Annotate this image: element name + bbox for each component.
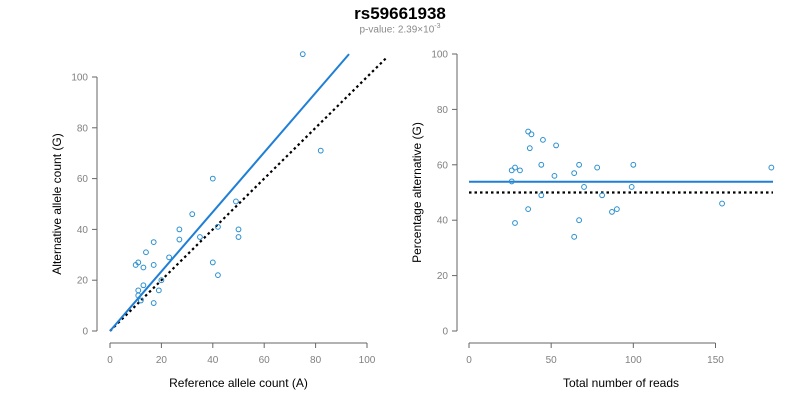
data-point <box>150 239 157 246</box>
data-point <box>528 131 535 138</box>
data-point <box>150 300 157 306</box>
reference-line <box>109 55 389 332</box>
y-tick-label: 100 <box>431 50 448 61</box>
data-point <box>576 161 582 168</box>
data-point <box>215 223 221 230</box>
x-tick-label: 100 <box>359 355 376 366</box>
x-tick-label: 150 <box>707 355 724 366</box>
data-point <box>150 262 157 268</box>
data-point <box>581 184 587 190</box>
data-point <box>140 264 147 271</box>
data-point <box>540 136 546 143</box>
data-point <box>215 272 221 279</box>
x-axis-title: Total number of reads <box>563 376 679 390</box>
data-point <box>158 277 165 284</box>
y-tick-label: 80 <box>437 105 449 116</box>
data-point <box>613 206 620 213</box>
data-point <box>525 128 532 135</box>
y-tick-label: 100 <box>71 73 88 84</box>
x-tick-label: 80 <box>310 355 322 366</box>
page-title: rs59661938 <box>354 4 446 23</box>
data-point <box>209 175 216 182</box>
data-point <box>571 233 578 240</box>
data-point <box>235 226 242 233</box>
x-tick-label: 0 <box>107 355 113 366</box>
data-point <box>525 206 532 213</box>
y-tick-label: 60 <box>77 174 89 185</box>
data-point <box>508 167 515 174</box>
fit-line <box>109 53 350 332</box>
data-point <box>508 178 515 185</box>
data-point <box>628 184 635 190</box>
data-point <box>512 220 518 226</box>
data-point <box>609 208 615 215</box>
data-point <box>594 164 601 171</box>
data-point <box>719 200 725 207</box>
data-point <box>197 234 203 240</box>
data-point <box>553 142 559 149</box>
data-point <box>189 211 196 218</box>
data-point <box>155 287 162 294</box>
data-point <box>576 217 582 224</box>
data-point <box>317 147 324 154</box>
data-point <box>135 292 142 299</box>
y-tick-label: 40 <box>437 216 449 227</box>
x-tick-label: 50 <box>546 355 558 366</box>
data-point <box>233 198 239 205</box>
pvalue-label: p-value: 2.39×10 <box>359 24 435 36</box>
pvalue-subtitle: p-value: 2.39×10-3 <box>0 23 800 35</box>
data-point <box>143 249 149 256</box>
y-tick-label: 0 <box>442 327 448 338</box>
data-point <box>551 172 558 179</box>
data-point <box>135 287 142 294</box>
pvalue-exponent: -3 <box>434 23 441 30</box>
data-point <box>209 259 216 266</box>
data-point <box>512 164 518 171</box>
x-tick-label: 20 <box>156 355 168 366</box>
x-axis-title: Reference allele count (A) <box>169 376 308 390</box>
data-point <box>517 167 523 174</box>
y-tick-label: 60 <box>437 160 449 171</box>
x-tick-label: 0 <box>466 355 472 366</box>
y-axis-title: Percentage alternative (G) <box>410 122 424 263</box>
data-point <box>132 262 139 268</box>
data-point <box>166 254 173 261</box>
y-tick-label: 0 <box>82 327 88 338</box>
y-tick-label: 40 <box>77 225 89 236</box>
data-point <box>538 192 545 199</box>
data-point <box>140 282 147 289</box>
x-tick-label: 100 <box>625 355 642 366</box>
data-point <box>768 164 775 171</box>
allele-count-panel: 0 20 40 60 80 100 Reference allele count (A) 0 2… <box>50 51 389 390</box>
x-tick-label: 60 <box>259 355 271 366</box>
y-tick-label: 20 <box>437 271 449 282</box>
y-tick-label: 20 <box>77 276 89 287</box>
data-point <box>630 161 637 168</box>
data-point <box>176 236 183 243</box>
y-axis-title: Alternative allele count (G) <box>50 133 64 274</box>
data-point <box>526 145 533 152</box>
x-tick-label: 40 <box>207 355 219 366</box>
data-point <box>599 192 606 199</box>
data-point <box>538 161 545 168</box>
data-point <box>571 170 578 177</box>
y-tick-label: 80 <box>77 123 89 134</box>
data-point <box>176 226 183 233</box>
percentage-panel: 0 50 100 150 Total number of reads 0 20 40 60 80 1… <box>410 50 775 390</box>
data-point <box>137 297 144 304</box>
data-point <box>235 234 242 240</box>
data-point <box>299 51 306 58</box>
